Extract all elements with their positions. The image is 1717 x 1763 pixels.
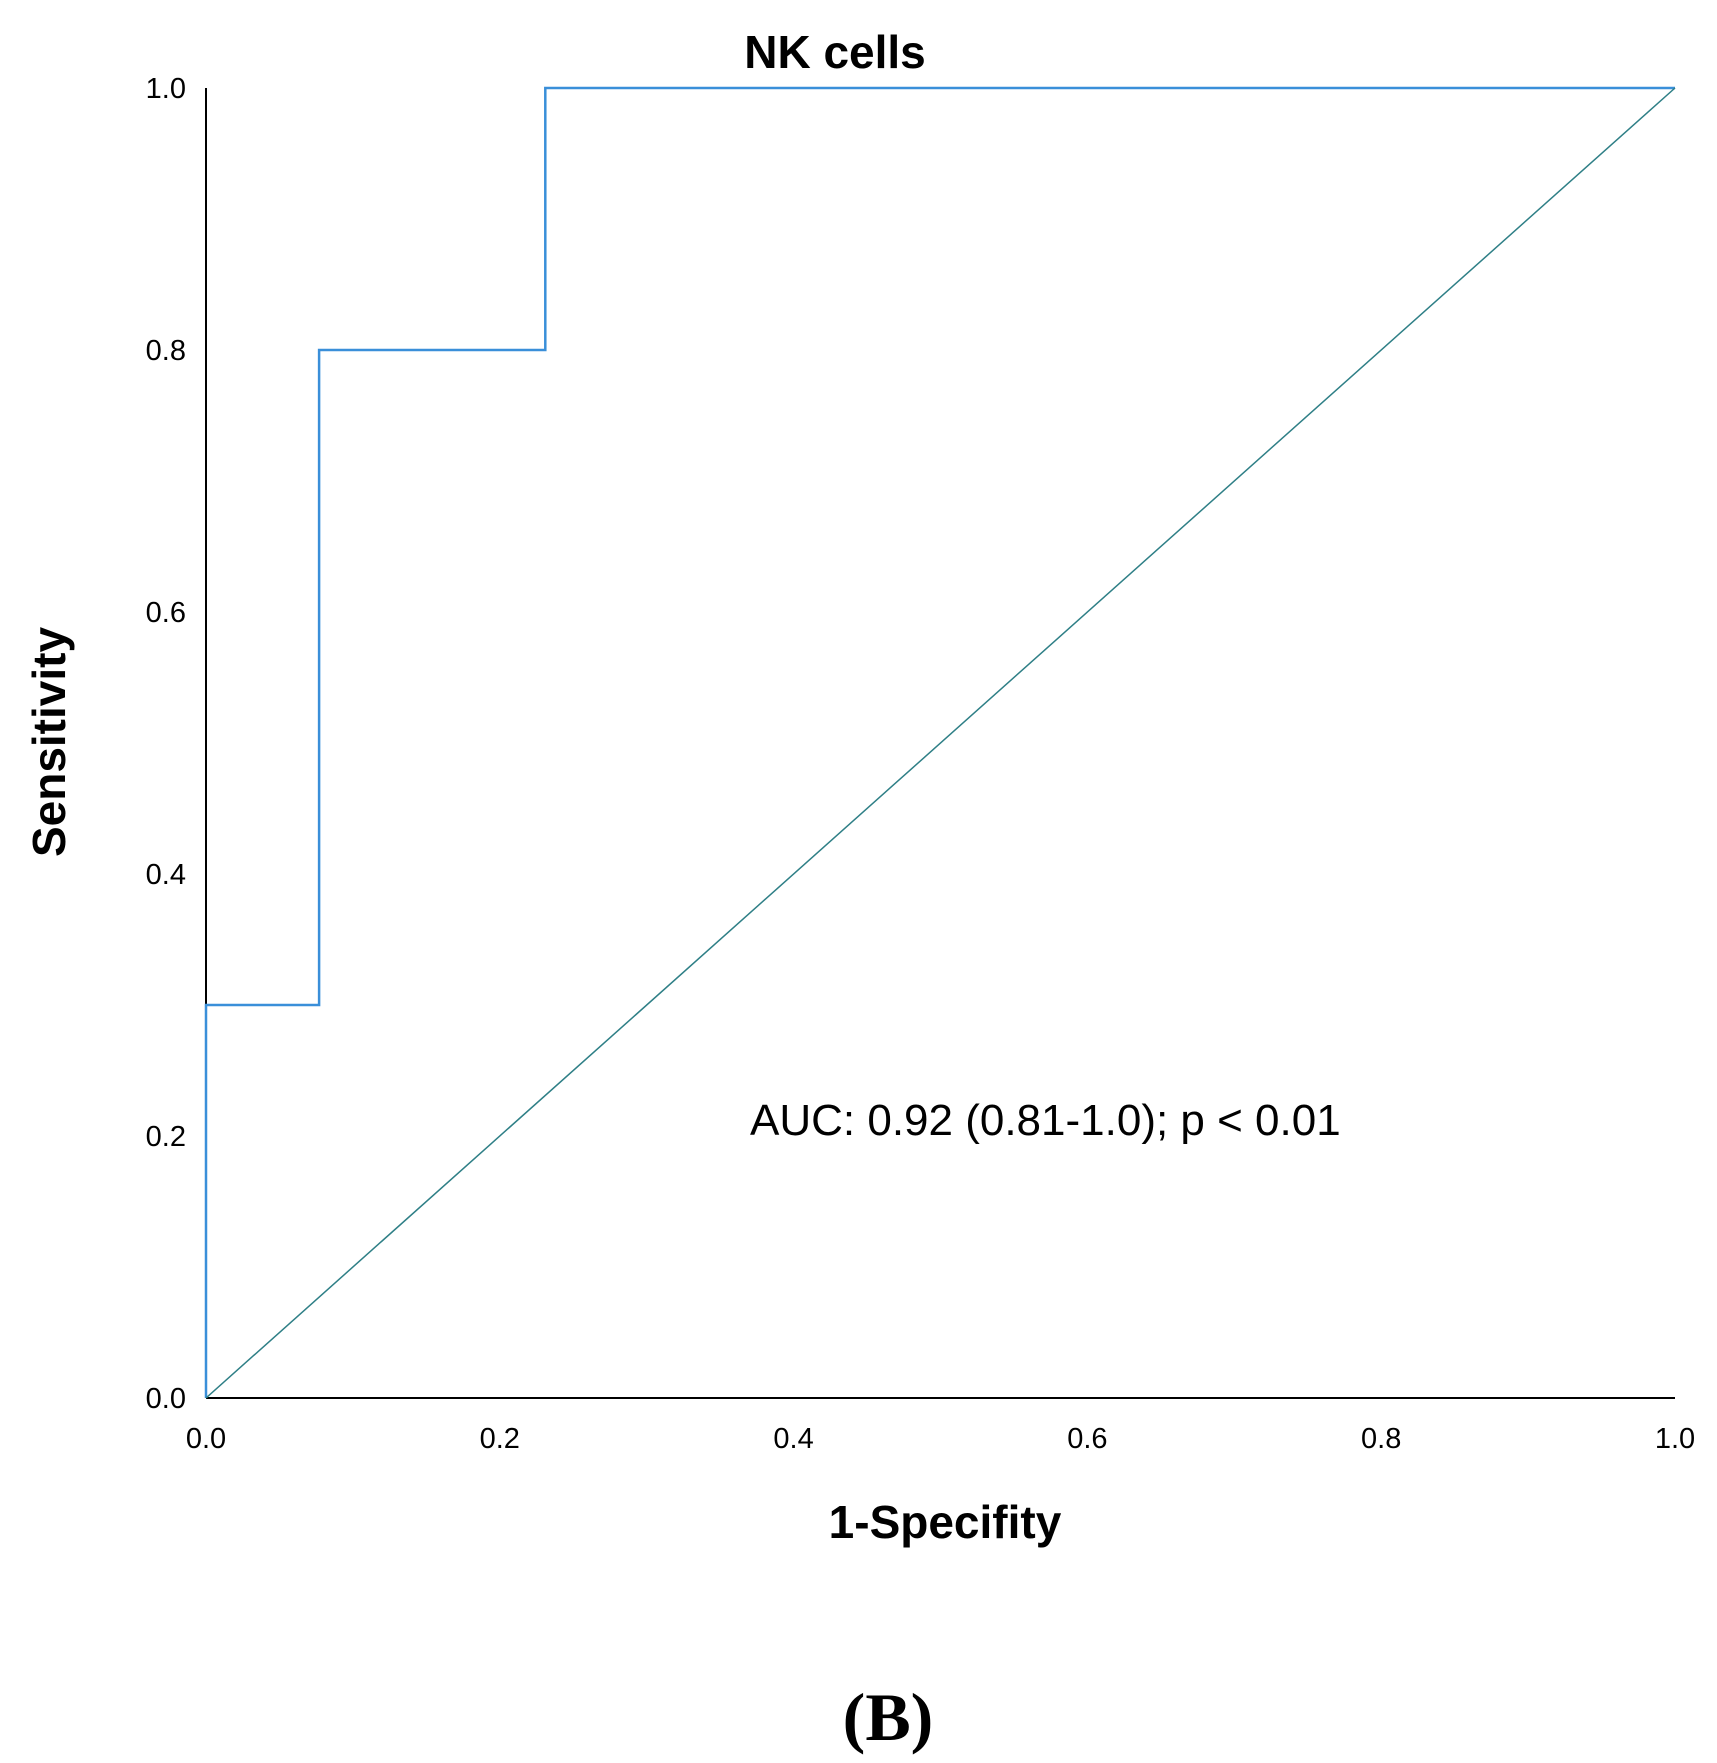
y-tick-label: 0.8 <box>146 335 186 367</box>
reference-diagonal-line <box>205 87 1676 1399</box>
x-tick-label: 0.4 <box>773 1423 813 1455</box>
y-tick-label: 0.0 <box>146 1383 186 1415</box>
y-tick-label: 0.6 <box>146 597 186 629</box>
roc-curve-line <box>204 86 1675 1398</box>
x-tick-label: 0.8 <box>1361 1423 1401 1455</box>
x-tick-label: 0.0 <box>186 1423 226 1455</box>
plot-area: 0.0 0.2 0.4 0.6 0.8 1.0 0.0 0.2 0.4 0.6 0.8 1.0 <box>146 73 1695 1455</box>
y-tick-label: 1.0 <box>146 73 186 105</box>
y-tick-label: 0.2 <box>146 1121 186 1153</box>
chart-title: NK cells <box>744 26 926 78</box>
panel-label: (B) <box>843 1679 934 1755</box>
x-tick-label: 1.0 <box>1655 1423 1695 1455</box>
x-axis-label: 1-Specifity <box>829 1496 1062 1548</box>
y-tick-label: 0.4 <box>146 859 186 891</box>
x-tick-label: 0.6 <box>1067 1423 1107 1455</box>
y-axis-label: Sensitivity <box>23 627 75 858</box>
x-tick-label: 0.2 <box>480 1423 520 1455</box>
auc-annotation: AUC: 0.92 (0.81-1.0); p < 0.01 <box>750 1096 1341 1145</box>
